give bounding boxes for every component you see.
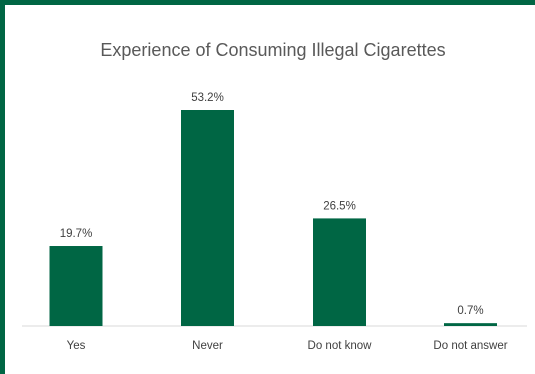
category-label-yes: Yes <box>67 340 86 352</box>
data-labels-group: 19.7% 53.2% 26.5% 0.7% <box>60 92 484 317</box>
bar-never <box>181 110 234 326</box>
data-label-never: 53.2% <box>191 92 224 104</box>
bar-do-not-answer <box>444 323 497 326</box>
category-label-do-not-know: Do not know <box>308 340 373 352</box>
bar-do-not-know <box>313 218 366 326</box>
chart-title: Experience of Consuming Illegal Cigarett… <box>100 40 445 60</box>
category-label-do-not-answer: Do not answer <box>433 340 507 352</box>
category-labels-group: Yes Never Do not know Do not answer <box>67 340 508 352</box>
bars-group <box>49 110 497 326</box>
data-label-do-not-answer: 0.7% <box>457 305 483 317</box>
data-label-do-not-know: 26.5% <box>323 200 356 212</box>
category-label-never: Never <box>192 340 223 352</box>
data-label-yes: 19.7% <box>60 228 93 240</box>
bar-yes <box>49 246 103 326</box>
